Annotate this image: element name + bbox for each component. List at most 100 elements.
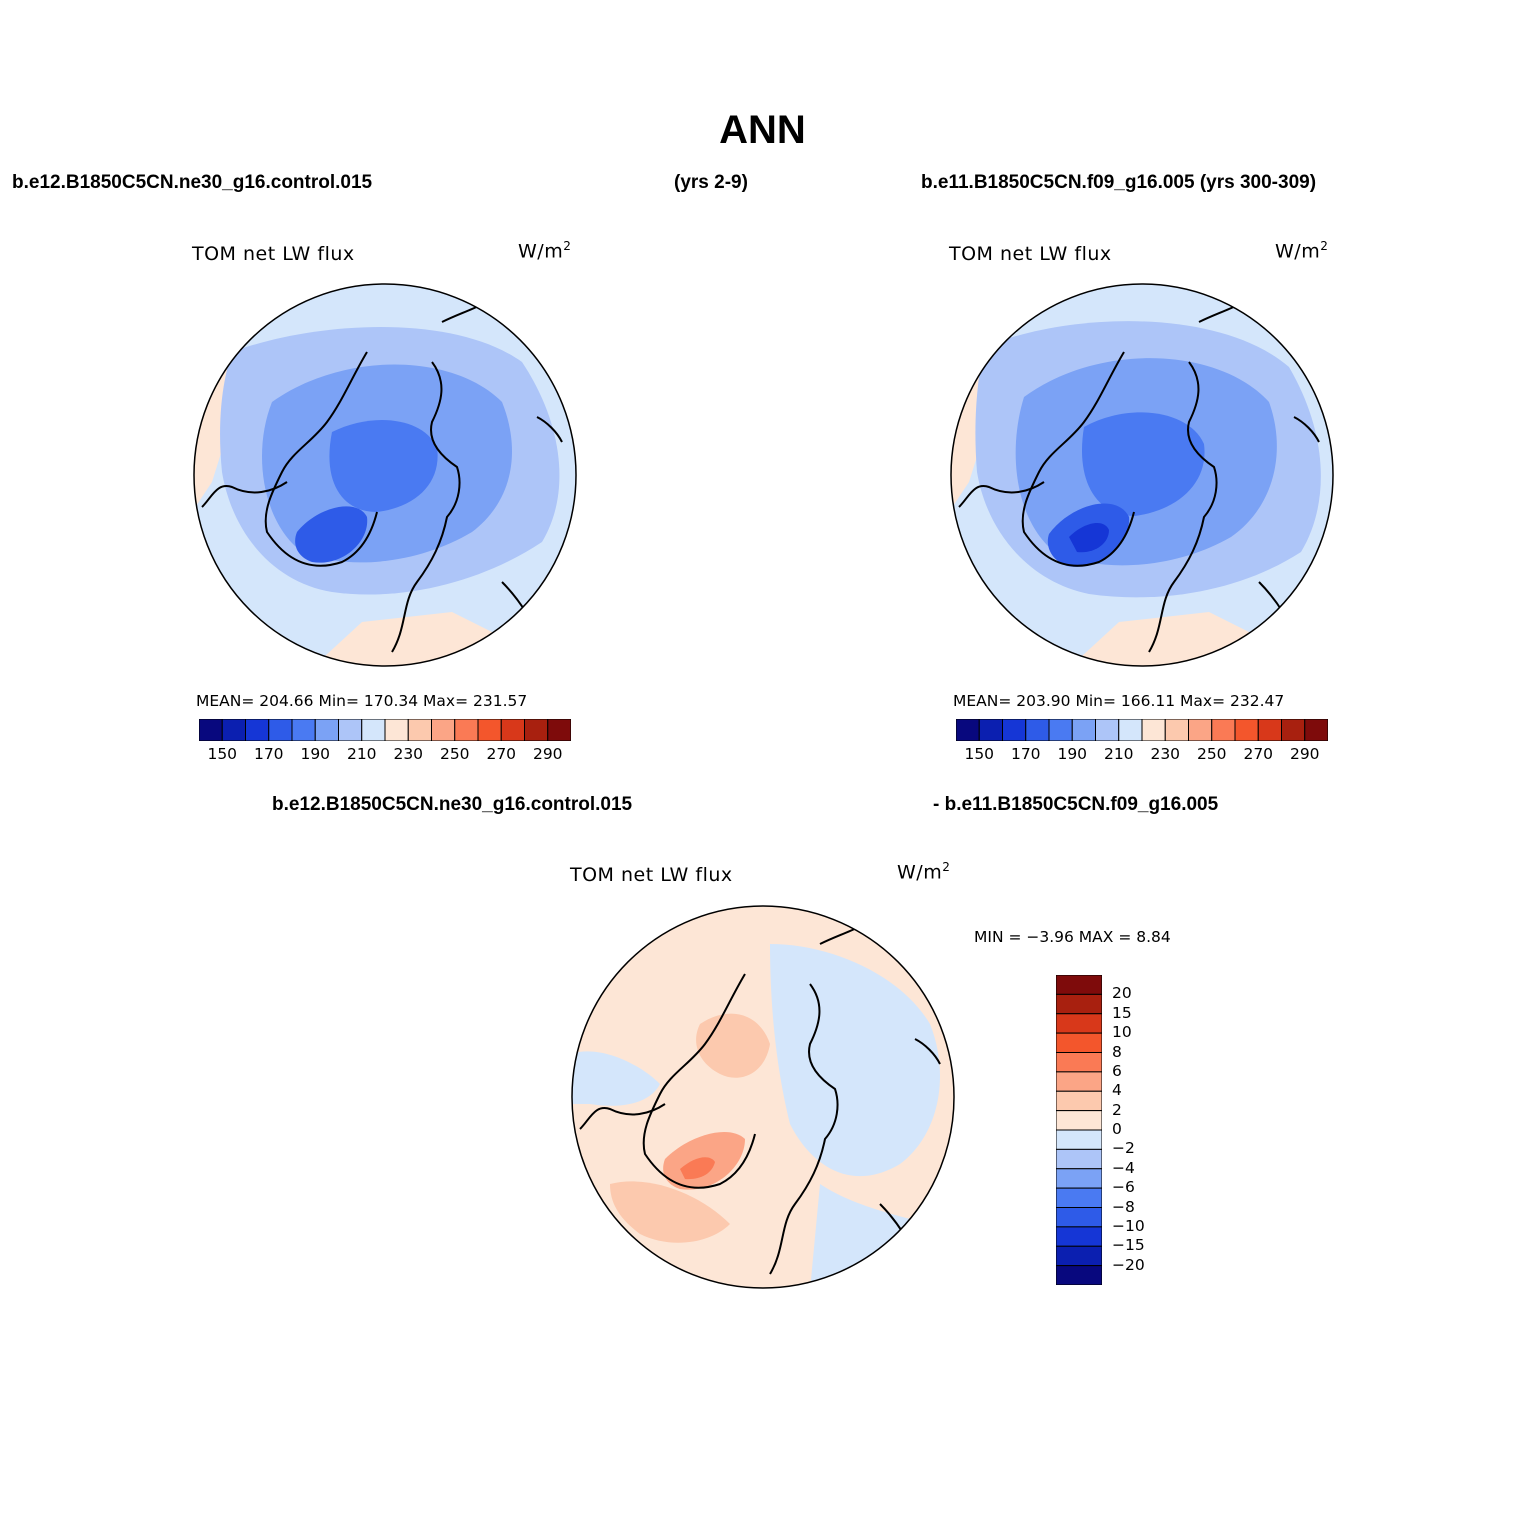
colorbar-swatch <box>1095 719 1120 741</box>
colorbar-tick-label: 170 <box>253 745 284 763</box>
colorbar-swatch <box>199 719 223 741</box>
colorbar-tick-label: 150 <box>964 745 995 763</box>
colorbar-tick-label: −6 <box>1112 1178 1135 1197</box>
colorbar-swatch <box>338 719 363 741</box>
case-header-right: b.e11.B1850C5CN.f09_g16.005 (yrs 300-309… <box>921 172 1317 193</box>
colorbar-swatch <box>1056 1148 1102 1170</box>
colorbar-swatch <box>1025 719 1050 741</box>
colorbar-tick-label: −10 <box>1112 1216 1145 1235</box>
colorbar-tick-label: 20 <box>1112 984 1132 1003</box>
colorbar-swatch <box>221 719 246 741</box>
colorbar-swatch <box>500 719 525 741</box>
colorbar-swatch <box>1234 719 1259 741</box>
colorbar-tick-label: 0 <box>1112 1120 1122 1138</box>
colorbar-swatch <box>978 719 1003 741</box>
colorbar-tick-label: 8 <box>1112 1042 1122 1061</box>
colorbar-swatch <box>1048 719 1073 741</box>
colorbar-tick-label: 290 <box>532 745 563 763</box>
colorbar-swatch <box>384 719 409 741</box>
colorbar-swatch <box>1071 719 1096 741</box>
colorbar-swatch <box>245 719 270 741</box>
colorbar-tick-label: −8 <box>1112 1197 1135 1216</box>
panel1-stats: MEAN= 204.66 Min= 170.34 Max= 231.57 <box>196 692 528 710</box>
colorbar-swatch <box>547 719 571 741</box>
colorbar-swatch <box>524 719 549 741</box>
figure-title: ANN <box>719 108 806 152</box>
colorbar-swatch <box>361 719 386 741</box>
colorbar-tick-label: 170 <box>1010 745 1041 763</box>
colorbar-swatch <box>1281 719 1306 741</box>
colorbar-tick-label: 10 <box>1112 1023 1132 1042</box>
colorbar-swatch <box>291 719 316 741</box>
colorbar-swatch <box>1056 1187 1102 1208</box>
colorbar-swatch <box>1056 1207 1102 1228</box>
diff-header-left: b.e12.B1850C5CN.ne30_g16.control.015 <box>272 794 633 815</box>
panel2-variable-label: TOM net LW flux <box>949 243 1112 265</box>
panel1-units-label: W/m2 <box>518 239 572 263</box>
diff-header-right: - b.e11.B1850C5CN.f09_g16.005 <box>933 794 1219 815</box>
colorbar-tick-label: 250 <box>439 745 470 763</box>
colorbar-tick-label: 290 <box>1289 745 1320 763</box>
colorbar-swatch <box>268 719 293 741</box>
colorbar-tick-label: 6 <box>1112 1061 1122 1080</box>
panel3-units-label: W/m2 <box>897 860 951 884</box>
colorbar-tick-label: −15 <box>1112 1236 1145 1255</box>
colorbar-tick-label: 270 <box>1243 745 1274 763</box>
panel2-stats: MEAN= 203.90 Min= 166.11 Max= 232.47 <box>953 692 1285 710</box>
colorbar-swatch <box>1257 719 1282 741</box>
colorbar-swatch <box>1056 993 1102 1015</box>
colorbar-swatch <box>1056 1071 1102 1092</box>
colorbar-tick-label: 230 <box>1150 745 1181 763</box>
colorbar-swatch <box>1056 975 1102 995</box>
colorbar-swatch <box>956 719 980 741</box>
panel2-units-label: W/m2 <box>1275 239 1329 263</box>
colorbar-swatch <box>1056 1052 1102 1073</box>
colorbar-tick-label: 210 <box>1103 745 1134 763</box>
panel1-polar-map <box>193 283 577 667</box>
colorbar-tick-label: −20 <box>1112 1255 1145 1274</box>
colorbar-swatch <box>1164 719 1189 741</box>
colorbar-swatch <box>1056 1032 1102 1053</box>
colorbar-tick-label: 270 <box>486 745 517 763</box>
colorbar-tick-label: 150 <box>207 745 238 763</box>
years-header: (yrs 2-9) <box>674 172 748 193</box>
colorbar-swatch <box>477 719 502 741</box>
colorbar-tick-label: 250 <box>1196 745 1227 763</box>
colorbar-swatch <box>1056 1129 1102 1150</box>
panel3-stats: MIN = −3.96 MAX = 8.84 <box>974 928 1171 946</box>
colorbar-tick-label: 230 <box>393 745 424 763</box>
colorbar-swatch <box>1188 719 1213 741</box>
colorbar-swatch <box>1056 1090 1102 1112</box>
diff-colorbar <box>1056 975 1102 1285</box>
panel3-difference-map <box>571 905 955 1289</box>
colorbar-tick-label: −2 <box>1112 1139 1135 1158</box>
colorbar-swatch <box>1118 719 1143 741</box>
colorbar-swatch <box>1141 719 1166 741</box>
colorbar-tick-label: 190 <box>1057 745 1088 763</box>
colorbar-swatch <box>1056 1226 1102 1247</box>
colorbar-swatch <box>1056 1245 1102 1267</box>
case-header-left: b.e12.B1850C5CN.ne30_g16.control.015 <box>12 172 373 193</box>
colorbar-swatch <box>1056 1168 1102 1189</box>
colorbar-tick-label: −4 <box>1112 1158 1135 1177</box>
panel2-colorbar <box>956 719 1328 741</box>
panel3-variable-label: TOM net LW flux <box>570 864 733 886</box>
colorbar-swatch <box>1002 719 1027 741</box>
panel1-variable-label: TOM net LW flux <box>192 243 355 265</box>
colorbar-swatch <box>1056 1110 1102 1131</box>
colorbar-swatch <box>454 719 479 741</box>
colorbar-tick-label: 190 <box>300 745 331 763</box>
colorbar-swatch <box>407 719 432 741</box>
colorbar-swatch <box>431 719 456 741</box>
colorbar-tick-label: 15 <box>1112 1003 1132 1022</box>
colorbar-swatch <box>1056 1265 1102 1285</box>
colorbar-tick-label: 210 <box>346 745 377 763</box>
colorbar-swatch <box>314 719 339 741</box>
colorbar-swatch <box>1211 719 1236 741</box>
panel2-polar-map <box>950 283 1334 667</box>
panel1-colorbar <box>199 719 571 741</box>
colorbar-tick-label: 2 <box>1112 1100 1122 1119</box>
colorbar-swatch <box>1304 719 1328 741</box>
colorbar-tick-label: 4 <box>1112 1081 1122 1100</box>
colorbar-swatch <box>1056 1013 1102 1034</box>
